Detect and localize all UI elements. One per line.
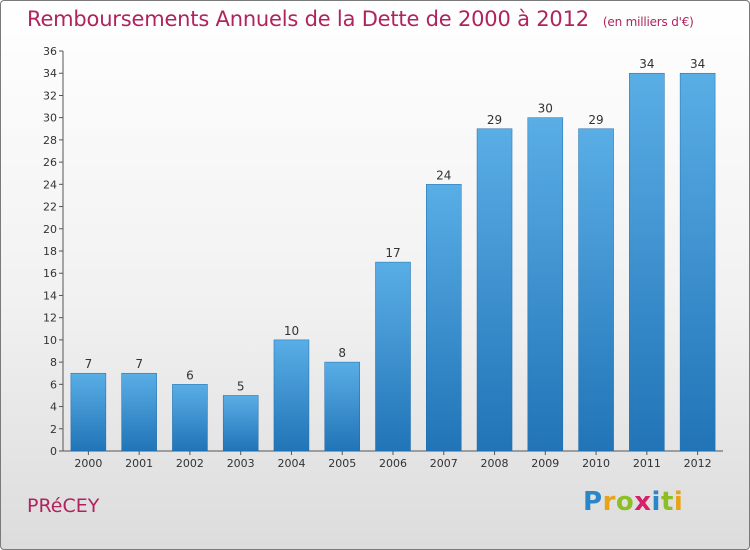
- logo-letter: P: [583, 487, 603, 517]
- logo-letter: x: [634, 487, 652, 517]
- y-tick-label: 24: [43, 178, 57, 191]
- x-tick-label: 2006: [379, 457, 407, 470]
- logo-letter: o: [615, 487, 635, 517]
- x-tick-label: 2008: [481, 457, 509, 470]
- bar: [375, 261, 411, 452]
- town-name: PRéCEY: [27, 495, 100, 517]
- bar-value-label: 7: [85, 357, 93, 371]
- x-tick-label: 2004: [277, 457, 305, 470]
- x-tick-label: 2001: [125, 457, 153, 470]
- y-tick-label: 12: [43, 312, 57, 325]
- y-tick-label: 16: [43, 267, 57, 280]
- x-tick-label: 2009: [531, 457, 559, 470]
- proxiti-logo[interactable]: Proxiti: [583, 487, 683, 517]
- bar: [121, 372, 157, 452]
- y-tick-label: 22: [43, 201, 57, 214]
- x-tick-label: 2012: [684, 457, 712, 470]
- bar-value-label: 24: [436, 168, 451, 182]
- bar-value-label: 6: [186, 368, 194, 382]
- bar: [629, 72, 665, 452]
- bar: [172, 384, 208, 452]
- logo-letter: t: [660, 487, 674, 517]
- bar: [324, 361, 360, 452]
- bar: [679, 72, 716, 452]
- chart-unit: (en milliers d'€): [602, 15, 694, 29]
- chart-title-text: Remboursements Annuels de la Dette de 20…: [27, 7, 589, 31]
- y-tick-label: 32: [43, 89, 57, 102]
- x-tick-label: 2005: [328, 457, 356, 470]
- bar: [578, 128, 614, 452]
- logo-letter: i: [651, 487, 661, 517]
- bar: [527, 117, 564, 452]
- bar-value-label: 34: [690, 57, 705, 71]
- y-tick-label: 18: [43, 245, 57, 258]
- y-tick-label: 34: [43, 67, 57, 80]
- logo-letter: r: [602, 487, 616, 517]
- y-tick-label: 14: [43, 289, 57, 302]
- x-tick-label: 2011: [633, 457, 661, 470]
- chart-labels: 7 7 6 5 10 8 17 24 29 30 29 34 34: [85, 57, 706, 393]
- bar: [476, 128, 513, 452]
- y-tick-label: 8: [50, 356, 57, 369]
- bar: [70, 372, 107, 452]
- bar-value-label: 5: [237, 379, 245, 393]
- bar: [222, 395, 259, 452]
- chart-bars: [70, 72, 716, 452]
- bar: [273, 339, 310, 452]
- x-tick-label: 2007: [430, 457, 458, 470]
- x-tick-label: 2010: [582, 457, 610, 470]
- bar-value-label: 34: [639, 57, 654, 71]
- bar: [426, 184, 462, 452]
- bar-value-label: 29: [588, 113, 603, 127]
- y-tick-label: 10: [43, 334, 57, 347]
- bar-value-label: 17: [385, 246, 400, 260]
- bar-value-label: 30: [538, 102, 553, 116]
- bar-value-label: 29: [487, 113, 502, 127]
- y-tick-label: 36: [43, 45, 57, 58]
- x-tick-label: 2002: [176, 457, 204, 470]
- bar-value-label: 7: [135, 357, 143, 371]
- y-tick-label: 28: [43, 134, 57, 147]
- y-tick-label: 6: [50, 378, 57, 391]
- logo-letter: i: [673, 487, 684, 517]
- x-tick-label: 2000: [74, 457, 102, 470]
- x-tick-label: 2003: [227, 457, 255, 470]
- y-tick-label: 26: [43, 156, 57, 169]
- y-tick-label: 0: [50, 445, 57, 458]
- y-tick-label: 2: [50, 423, 57, 436]
- bar-value-label: 8: [338, 346, 346, 360]
- y-tick-label: 4: [50, 401, 57, 414]
- y-tick-label: 20: [43, 223, 57, 236]
- y-tick-label: 30: [43, 112, 57, 125]
- bar-value-label: 10: [284, 324, 299, 338]
- chart-title: Remboursements Annuels de la Dette de 20…: [27, 7, 694, 31]
